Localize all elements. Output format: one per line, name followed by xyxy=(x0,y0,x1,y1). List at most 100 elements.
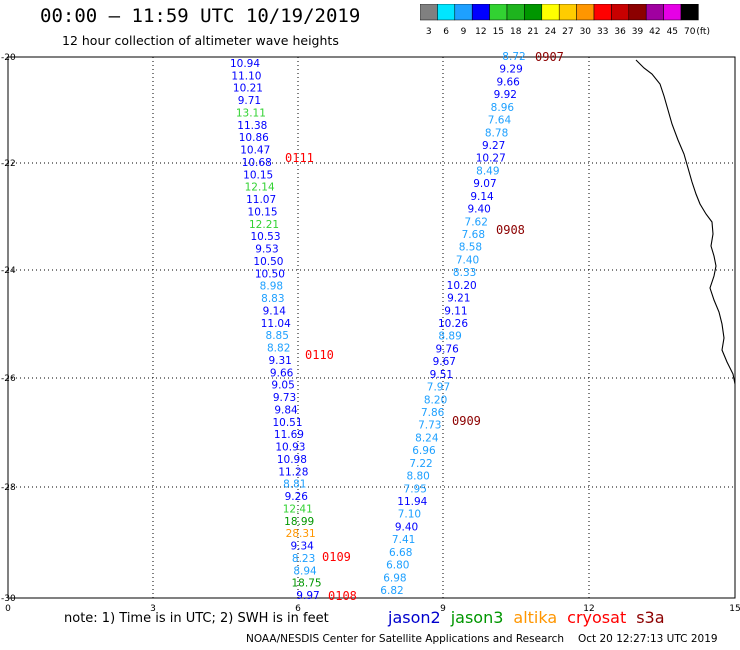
wave-height-label: 10.47 xyxy=(240,145,270,157)
wave-height-label: 8.85 xyxy=(266,330,289,342)
wave-height-label: 6.80 xyxy=(386,560,409,572)
pass-time-label: 0110 xyxy=(305,348,334,362)
wave-height-label: 10.15 xyxy=(243,169,273,181)
legend-tick-label: 39 xyxy=(632,27,644,37)
wave-height-label: 9.11 xyxy=(444,305,467,317)
footnote: note: 1) Time is in UTC; 2) SWH is in fe… xyxy=(64,611,329,626)
wave-height-label: 6.68 xyxy=(389,547,412,559)
wave-height-label: 6.98 xyxy=(383,572,406,584)
wave-height-label: 8.78 xyxy=(485,127,508,139)
wave-height-label: 9.27 xyxy=(482,140,505,152)
wave-height-label: 11.28 xyxy=(278,466,308,478)
wave-height-label: 7.68 xyxy=(462,229,485,241)
wave-height-label: 11.94 xyxy=(397,496,427,508)
wave-height-label: 7.97 xyxy=(427,382,450,394)
coastline xyxy=(635,59,736,385)
x-tick-label: 9 xyxy=(440,604,446,614)
y-tick-label: -28 xyxy=(1,483,16,493)
x-tick-label: 0 xyxy=(5,604,11,614)
x-tick-label: 15 xyxy=(729,604,740,614)
legend-tick-label: 33 xyxy=(597,27,608,37)
legend-tick-label: 70 xyxy=(684,27,696,37)
wave-height-label: 7.22 xyxy=(409,458,432,470)
wave-height-label: 28.31 xyxy=(286,528,316,540)
page-subtitle: 12 hour collection of altimeter wave hei… xyxy=(62,33,339,48)
wave-height-label: 12.41 xyxy=(283,503,313,515)
wave-height-label: 11.38 xyxy=(237,120,267,132)
wave-height-label: 7.40 xyxy=(456,254,479,266)
wave-height-label: 8.96 xyxy=(491,102,515,114)
legend-tick-label: 6 xyxy=(443,27,449,37)
wave-height-label: 7.62 xyxy=(465,216,488,228)
wave-height-label: 8.83 xyxy=(261,293,284,305)
page-title: 00:00 – 11:59 UTC 10/19/2019 xyxy=(40,5,361,27)
wave-height-label: 9.14 xyxy=(470,191,494,203)
wave-height-label: 8.82 xyxy=(267,343,290,355)
wave-height-label: 10.51 xyxy=(272,417,302,429)
wave-height-label: 9.67 xyxy=(433,356,456,368)
wave-height-label: 11.07 xyxy=(246,194,276,206)
wave-height-label: 9.76 xyxy=(435,343,459,355)
pass-time-label: 0111 xyxy=(285,151,314,165)
wave-height-label: 9.71 xyxy=(238,95,261,107)
wave-height-label: 8.20 xyxy=(424,394,447,406)
wave-height-label: 12.21 xyxy=(249,219,279,231)
wave-height-label: 10.27 xyxy=(476,153,506,165)
wave-height-label: 9.97 xyxy=(296,590,319,602)
wave-height-label: 8.23 xyxy=(292,553,315,565)
satellite-legend: jason2 jason3 altika cryosat s3a xyxy=(388,608,675,627)
satellite-altika: altika xyxy=(513,608,558,627)
legend-tick-label: 45 xyxy=(667,27,678,37)
wave-height-label: 8.80 xyxy=(406,471,429,483)
wave-height-label: 11.10 xyxy=(231,70,261,82)
legend-unit: (ft) xyxy=(696,27,710,37)
wave-height-label: 10.20 xyxy=(447,280,477,292)
wave-height-label: 8.72 xyxy=(502,51,525,63)
wave-height-label: 10.50 xyxy=(255,268,285,280)
wave-height-label: 8.33 xyxy=(453,267,476,279)
y-tick-label: -24 xyxy=(1,266,16,276)
wave-height-label: 9.26 xyxy=(285,491,309,503)
timestamp: Oct 20 12:27:13 UTC 2019 xyxy=(578,633,718,645)
wave-height-label: 9.66 xyxy=(496,76,520,88)
y-tick-label: -20 xyxy=(1,53,16,63)
y-tick-label: -30 xyxy=(1,594,16,604)
wave-height-label: 9.53 xyxy=(255,244,278,256)
pass-time-label: 0109 xyxy=(322,550,351,564)
wave-height-label: 10.86 xyxy=(239,132,269,144)
legend-tick-label: 12 xyxy=(475,27,486,37)
color-legend: 3 6 9 12 15 18 21 24 27 30 33 36 39 42 45 70 (ft) xyxy=(420,4,710,37)
pass-time-label: 0909 xyxy=(452,414,481,428)
legend-tick-label: 21 xyxy=(527,27,538,37)
wave-height-label: 10.98 xyxy=(277,454,307,466)
wave-height-label: 13.11 xyxy=(236,107,266,119)
legend-tick-label: 27 xyxy=(562,27,573,37)
satellite-jason3: jason3 xyxy=(450,608,504,627)
wave-height-label: 9.14 xyxy=(263,305,287,317)
wave-height-label: 10.68 xyxy=(242,157,272,169)
wave-height-label: 11.69 xyxy=(274,429,304,441)
legend-tick-label: 30 xyxy=(580,27,592,37)
legend-tick-label: 9 xyxy=(461,27,467,37)
pass-time-label: 0907 xyxy=(535,50,564,64)
x-tick-label: 6 xyxy=(295,604,301,614)
legend-swatch xyxy=(680,4,699,21)
x-tick-label: 12 xyxy=(583,604,594,614)
credit-line: NOAA/NESDIS Center for Satellite Applica… xyxy=(246,633,718,645)
wave-height-label: 9.40 xyxy=(467,204,490,216)
wave-height-label: 9.84 xyxy=(274,404,298,416)
wave-height-label: 6.82 xyxy=(380,585,403,597)
legend-tick-label: 3 xyxy=(426,27,432,37)
wave-height-label: 9.66 xyxy=(270,367,294,379)
wave-height-label: 9.29 xyxy=(499,64,522,76)
pass-time-label: 0108 xyxy=(328,589,357,603)
wave-height-label: 10.21 xyxy=(233,83,263,95)
wave-height-label: 9.73 xyxy=(273,392,296,404)
y-tick-label: -26 xyxy=(1,374,16,384)
wave-height-label: 11.04 xyxy=(261,318,291,330)
legend-tick-label: 36 xyxy=(614,27,626,37)
wave-height-label: 18.75 xyxy=(292,578,322,590)
wave-height-label: 7.86 xyxy=(421,407,445,419)
wave-height-label: 10.53 xyxy=(250,231,280,243)
